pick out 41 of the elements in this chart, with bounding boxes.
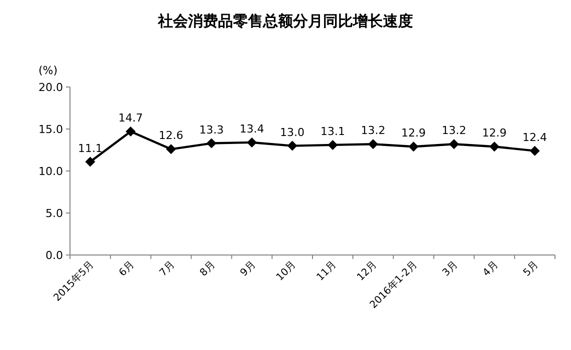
chart-title: 社会消费品零售总额分月同比增长速度 — [157, 12, 413, 30]
x-tick-label: 7月 — [158, 259, 178, 279]
x-tick-label: 4月 — [481, 259, 500, 279]
x-tick-label: 8月 — [198, 259, 218, 279]
point — [448, 139, 459, 150]
y-tick-label: 20.0 — [38, 81, 63, 94]
point — [328, 140, 338, 150]
x-tick-label: 5月 — [522, 259, 541, 279]
point — [368, 139, 378, 150]
x-tick-label: 10月 — [274, 259, 298, 284]
x-tick-label: 12月 — [355, 259, 380, 284]
y-tick-label: 0.0 — [46, 249, 63, 262]
point — [287, 140, 298, 151]
point — [126, 126, 136, 137]
point — [408, 142, 419, 152]
point — [85, 156, 96, 167]
data-label: 13.3 — [199, 123, 224, 136]
y-axis-title: (%) — [38, 64, 58, 77]
point — [489, 142, 500, 152]
data-label: 13.2 — [360, 124, 386, 138]
data-label: 12.4 — [522, 130, 548, 144]
data-label: 12.6 — [158, 129, 184, 142]
point — [246, 137, 257, 148]
data-label: 11.1 — [78, 142, 102, 155]
data-label: 13.2 — [442, 124, 466, 138]
y-tick-label: 5.0 — [46, 207, 63, 220]
point — [530, 146, 540, 156]
data-label: 13.0 — [280, 126, 305, 139]
data-label: 13.1 — [320, 124, 345, 138]
point — [206, 138, 216, 148]
point — [166, 144, 176, 154]
y-tick-label: 10.0 — [38, 165, 63, 178]
x-tick-label: 3月 — [440, 259, 460, 279]
x-tick-label: 11月 — [314, 259, 339, 284]
data-label: 12.9 — [482, 126, 507, 140]
data-label: 12.9 — [401, 126, 426, 140]
data-label: 14.7 — [118, 112, 143, 125]
data-label: 13.4 — [240, 122, 264, 136]
x-tick-label: 9月 — [238, 259, 258, 279]
y-tick-label: 15.0 — [38, 123, 63, 136]
x-tick-label: 6月 — [117, 259, 137, 279]
